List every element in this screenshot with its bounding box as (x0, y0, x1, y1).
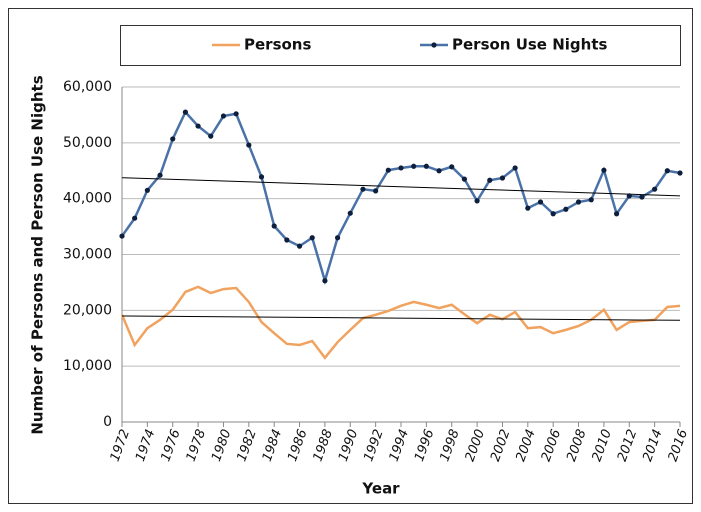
y-tick-label: 60,000 (63, 79, 112, 95)
marker (170, 136, 176, 142)
marker (575, 199, 582, 205)
legend-label: Persons (244, 36, 311, 54)
marker (436, 168, 442, 174)
y-tick-label: 20,000 (63, 302, 112, 318)
marker (474, 198, 480, 204)
marker (182, 109, 189, 115)
legend-label: Person Use Nights (452, 36, 607, 54)
marker (613, 211, 620, 217)
marker (385, 167, 391, 173)
marker (512, 165, 518, 171)
marker (208, 133, 214, 139)
y-tick-label: 0 (103, 414, 112, 430)
marker (233, 111, 239, 117)
marker (284, 237, 290, 243)
marker (537, 199, 544, 205)
marker (157, 172, 163, 178)
marker (652, 186, 658, 192)
marker (144, 187, 150, 193)
y-axis-title: Number of Persons and Person Use Nights (29, 75, 47, 434)
marker (373, 188, 379, 194)
y-tick-label: 30,000 (63, 247, 112, 263)
series-line (120, 285, 681, 360)
marker (258, 174, 265, 180)
marker (220, 113, 227, 119)
marker (398, 165, 404, 171)
marker (423, 163, 429, 169)
marker (360, 186, 366, 192)
marker (309, 235, 315, 241)
legend-marker (431, 42, 437, 48)
y-tick-label: 50,000 (63, 135, 112, 151)
y-tick-label: 40,000 (63, 191, 112, 207)
marker (119, 233, 125, 239)
marker (296, 243, 303, 249)
y-tick-label: 10,000 (63, 358, 112, 374)
trend-line (121, 177, 681, 197)
marker (664, 168, 670, 174)
marker (639, 194, 645, 200)
marker (563, 206, 569, 212)
marker (677, 170, 683, 176)
x-axis-title: Year (361, 480, 400, 498)
trend-line (121, 315, 681, 321)
marker (449, 164, 455, 170)
marker (588, 197, 594, 203)
marker (334, 235, 341, 241)
marker (246, 142, 252, 148)
marker (271, 223, 277, 229)
marker (601, 167, 607, 173)
marker (626, 193, 632, 199)
marker (132, 215, 138, 221)
marker (411, 163, 417, 169)
marker (322, 278, 328, 284)
marker (195, 123, 201, 129)
marker (487, 177, 493, 183)
marker (347, 210, 353, 216)
marker (461, 176, 468, 182)
marker (550, 211, 556, 217)
marker (499, 175, 506, 181)
marker (525, 205, 531, 211)
